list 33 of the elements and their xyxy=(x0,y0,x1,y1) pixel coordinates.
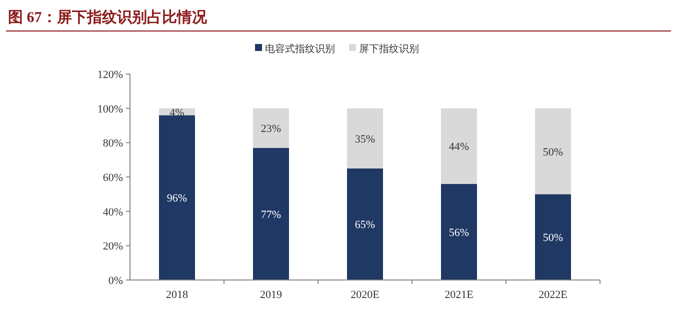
data-label: 96% xyxy=(166,192,188,205)
x-tick-label: 2021E xyxy=(444,289,474,301)
bar xyxy=(347,108,383,168)
bar xyxy=(253,108,289,148)
bar xyxy=(159,115,195,280)
data-label: 44% xyxy=(448,141,470,154)
bar xyxy=(535,194,571,280)
x-tick-label: 2018 xyxy=(166,289,188,301)
bar xyxy=(441,184,477,280)
data-label: 50% xyxy=(542,146,564,158)
bar xyxy=(535,108,571,194)
x-tick-label: 2020E xyxy=(350,289,380,301)
y-tick-label: 80% xyxy=(102,138,123,150)
y-tick-label: 100% xyxy=(97,103,123,116)
data-label: 23% xyxy=(260,123,282,136)
y-tick-label: 0% xyxy=(108,275,123,287)
x-tick-label: 2022E xyxy=(538,289,568,301)
data-label: 50% xyxy=(542,232,564,244)
data-label: 65% xyxy=(354,219,376,232)
legend-label: 电容式指纹识别 xyxy=(265,43,335,55)
legend-label: 屏下指纹识别 xyxy=(359,43,419,55)
chart-title: 图 67：屏下指纹识别占比情况 xyxy=(8,9,208,26)
data-label: 35% xyxy=(354,133,376,146)
data-label: 77% xyxy=(260,208,282,221)
data-label: 56% xyxy=(448,226,470,239)
bar xyxy=(441,108,477,184)
y-tick-label: 40% xyxy=(102,206,123,218)
y-tick-label: 120% xyxy=(97,69,123,81)
bar xyxy=(253,148,289,280)
x-tick-label: 2019 xyxy=(260,289,282,301)
y-tick-label: 60% xyxy=(102,172,123,184)
bar xyxy=(347,168,383,280)
y-tick-label: 20% xyxy=(102,240,123,253)
